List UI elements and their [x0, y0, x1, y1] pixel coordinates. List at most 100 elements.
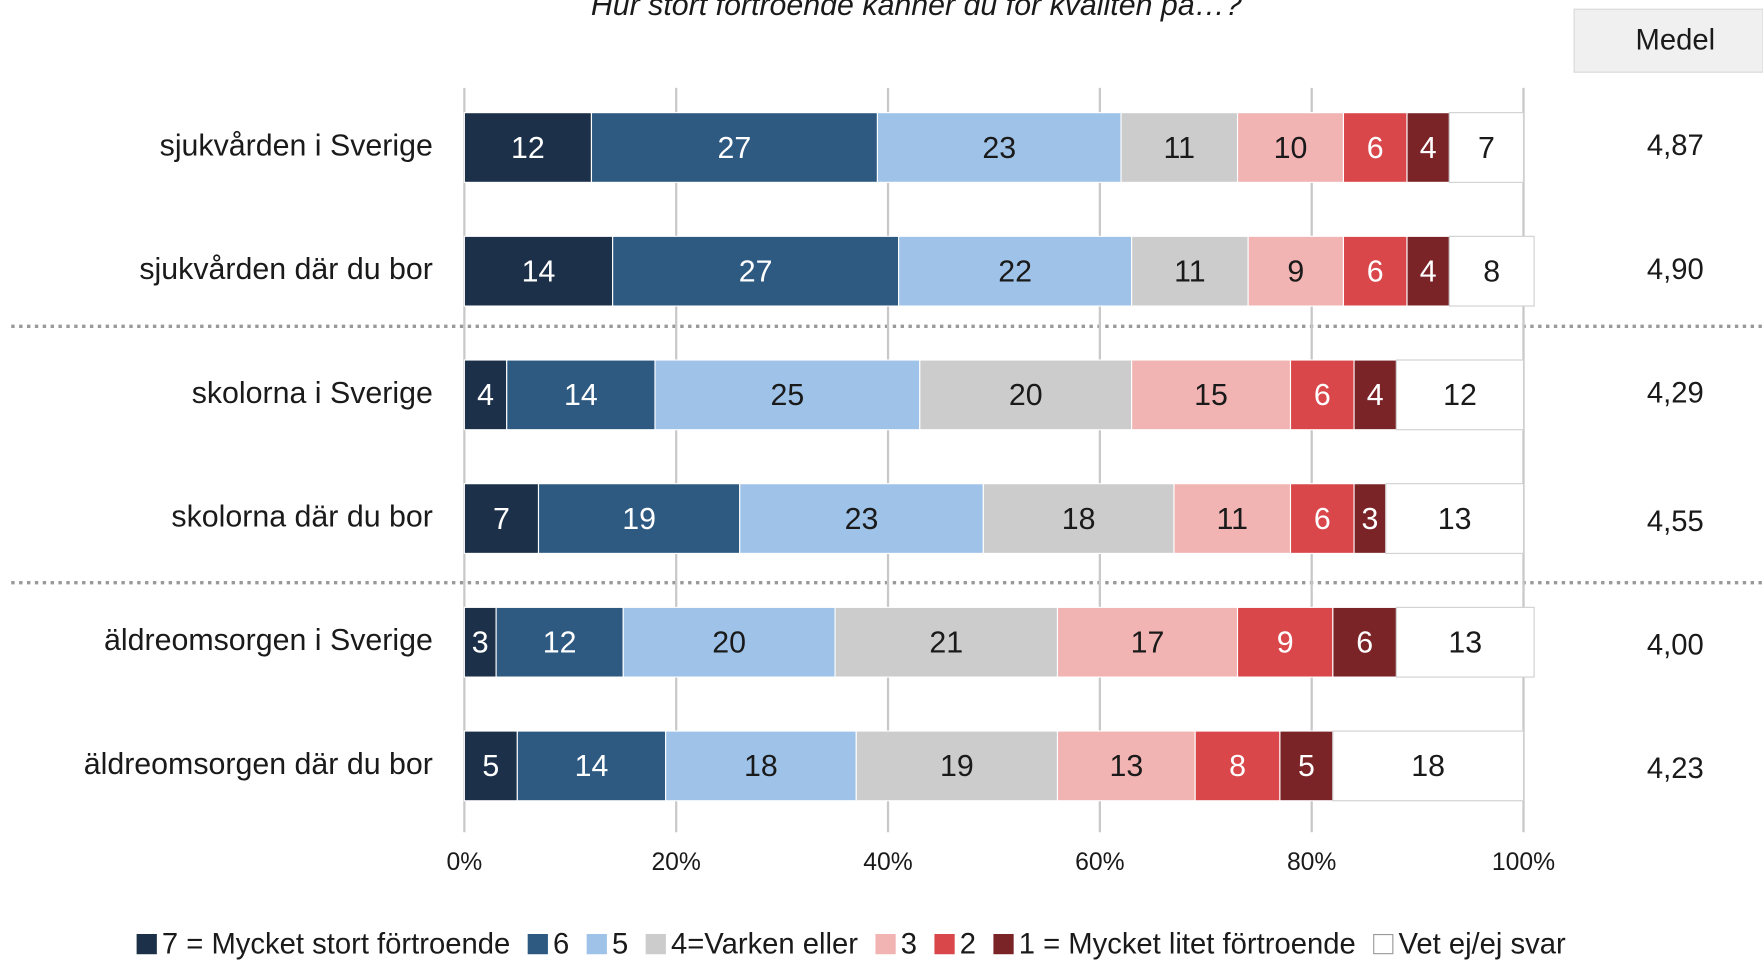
- data-label: 20: [712, 626, 746, 659]
- y-tick-label: äldreomsorgen i Sverige: [104, 624, 433, 657]
- bar-segment: [1120, 112, 1239, 183]
- legend-label: 2: [960, 929, 976, 961]
- legend-swatch: [993, 933, 1014, 955]
- mean-value: 4,29: [1647, 378, 1704, 410]
- bar-segment: [516, 730, 667, 802]
- data-label: 6: [1367, 255, 1384, 288]
- data-label: 27: [739, 255, 773, 288]
- bar-segment: [834, 606, 1059, 678]
- x-tick-label: 60%: [1075, 849, 1124, 876]
- mean-value: 4,87: [1647, 130, 1704, 162]
- data-label: 9: [1277, 626, 1294, 659]
- bar-segment: [612, 235, 900, 307]
- legend-label: 3: [901, 929, 917, 961]
- bar-segment: [1406, 235, 1450, 307]
- bar-segment: [1056, 730, 1196, 802]
- mean-header-box: [1573, 8, 1763, 73]
- bar-segment: [463, 730, 518, 802]
- bar-segment: [1342, 235, 1408, 307]
- data-label: 3: [1361, 503, 1378, 536]
- data-label: 12: [511, 132, 545, 165]
- bar-segment: [1194, 730, 1281, 802]
- data-label: 18: [744, 750, 778, 783]
- data-label: 8: [1229, 750, 1246, 783]
- data-label: 7: [1478, 132, 1495, 165]
- data-label: 14: [575, 750, 609, 783]
- y-tick-label: sjukvården i Sverige: [160, 130, 433, 163]
- data-label: 11: [1164, 132, 1196, 165]
- data-label: 6: [1314, 379, 1331, 412]
- mean-value: 4,23: [1647, 753, 1704, 785]
- bar-segment: [739, 483, 984, 554]
- legend-label: 7 = Mycket stort förtroende: [162, 929, 510, 961]
- data-label: 15: [1194, 379, 1228, 412]
- legend-swatch: [934, 933, 955, 955]
- data-label: 21: [929, 626, 963, 659]
- bar-segment: [1448, 235, 1535, 307]
- data-label: 17: [1131, 626, 1165, 659]
- mean-value: 4,55: [1647, 506, 1704, 538]
- data-label: 12: [543, 626, 577, 659]
- legend-swatch: [1373, 933, 1394, 955]
- data-label: 20: [1009, 379, 1043, 412]
- bar-segment: [1448, 112, 1525, 183]
- legend-label: 6: [553, 929, 569, 961]
- legend-label: 5: [612, 929, 628, 961]
- bar-segment: [622, 606, 836, 678]
- data-label: 4: [1420, 132, 1437, 165]
- data-label: 4: [1367, 379, 1384, 412]
- data-label: 8: [1483, 255, 1500, 288]
- x-tick-label: 0%: [446, 849, 482, 876]
- bar-segment: [665, 730, 857, 802]
- data-label: 6: [1314, 503, 1331, 536]
- data-label: 19: [622, 503, 656, 536]
- bar-segment: [982, 483, 1175, 554]
- bar-segment: [495, 606, 624, 678]
- data-label: 11: [1174, 255, 1206, 288]
- data-label: 14: [522, 255, 556, 288]
- data-label: 4: [1420, 255, 1437, 288]
- bar-segment: [1289, 359, 1355, 431]
- bar-segment: [506, 359, 656, 431]
- y-tick-label: skolorna där du bor: [171, 501, 432, 534]
- bar-segment: [590, 112, 878, 183]
- bar-segment: [898, 235, 1133, 307]
- bar-segment: [1353, 359, 1397, 431]
- mean-value: 4,00: [1647, 629, 1704, 661]
- bar-segment: [1353, 483, 1387, 554]
- data-label: 7: [493, 503, 510, 536]
- data-label: 10: [1274, 132, 1308, 165]
- bar-segment: [1173, 483, 1292, 554]
- data-label: 3: [472, 626, 489, 659]
- y-tick-label: skolorna i Sverige: [192, 377, 433, 410]
- bar-segment: [855, 730, 1059, 802]
- y-tick-label: äldreomsorgen där du bor: [84, 748, 433, 781]
- bar-segment: [1131, 235, 1249, 307]
- data-label: 13: [1109, 750, 1143, 783]
- data-label: 9: [1287, 255, 1304, 288]
- bar-segment: [1236, 112, 1345, 183]
- data-label: 5: [1298, 750, 1315, 783]
- bar-segment: [1236, 606, 1334, 678]
- legend-swatch: [586, 933, 607, 955]
- legend-swatch: [527, 933, 548, 955]
- legend-swatch: [875, 933, 896, 955]
- x-tick-label: 100%: [1492, 849, 1555, 876]
- data-label: 23: [982, 132, 1016, 165]
- data-label: 25: [771, 379, 805, 412]
- data-label: 23: [845, 503, 879, 536]
- legend-swatch: [136, 933, 157, 955]
- bar-segment: [463, 112, 593, 183]
- legend-label: 1 = Mycket litet förtroende: [1019, 929, 1356, 961]
- y-tick-label: sjukvården där du bor: [139, 253, 433, 286]
- data-label: 13: [1438, 503, 1472, 536]
- bar-segment: [1247, 235, 1345, 307]
- data-label: 13: [1448, 626, 1482, 659]
- data-label: 6: [1356, 626, 1373, 659]
- data-label: 22: [998, 255, 1032, 288]
- mean-header: Medel: [1636, 25, 1716, 57]
- data-label: 5: [482, 750, 499, 783]
- data-label: 11: [1216, 503, 1248, 536]
- bar-segment: [876, 112, 1122, 183]
